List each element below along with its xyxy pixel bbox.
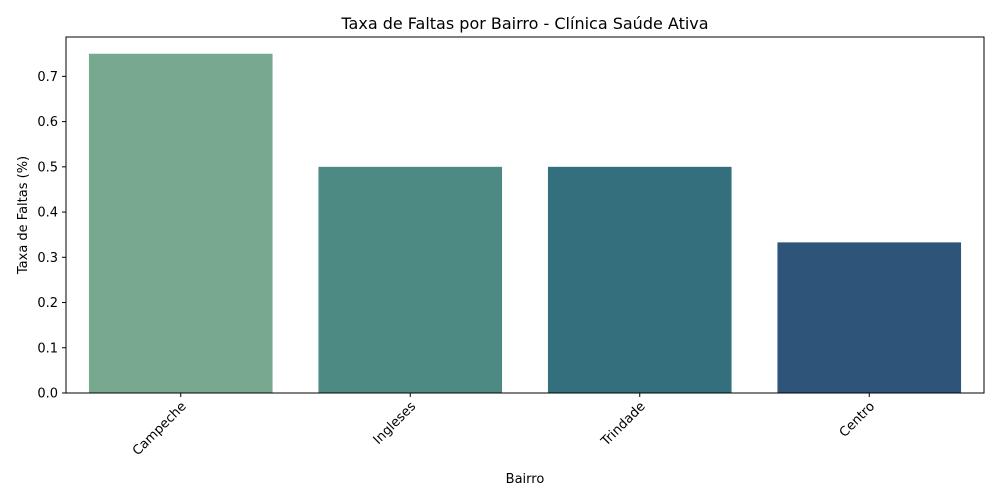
- bars-group: [88, 53, 962, 394]
- y-tick-label: 0.7: [37, 70, 58, 85]
- bar-ingleses: [318, 166, 503, 393]
- y-tick-label: 0.1: [37, 341, 58, 356]
- y-tick-label: 0.2: [37, 296, 58, 311]
- y-axis: 0.0 0.1 0.2 0.3 0.4 0.5 0.6 0.7: [37, 70, 66, 402]
- bar-trindade: [547, 166, 732, 393]
- y-tick-label: 0.0: [37, 387, 58, 402]
- x-tick-label-trindade: Trindade: [598, 399, 649, 450]
- y-tick-label: 0.4: [37, 206, 58, 221]
- x-tick-label-centro: Centro: [837, 399, 878, 440]
- x-axis: Campeche Ingleses Trindade Centro: [130, 393, 878, 459]
- x-tick-label-campeche: Campeche: [130, 399, 190, 459]
- bar-campeche: [88, 53, 273, 394]
- bar-centro: [777, 242, 962, 393]
- x-axis-label: Bairro: [506, 472, 545, 487]
- x-tick-label-ingleses: Ingleses: [371, 399, 420, 448]
- y-axis-label: Taxa de Faltas (%): [16, 156, 31, 275]
- y-tick-label: 0.5: [37, 160, 58, 175]
- chart-title: Taxa de Faltas por Bairro - Clínica Saúd…: [340, 14, 708, 33]
- y-tick-label: 0.3: [37, 251, 58, 266]
- y-tick-label: 0.6: [37, 115, 58, 130]
- plot-frame: [65, 36, 985, 394]
